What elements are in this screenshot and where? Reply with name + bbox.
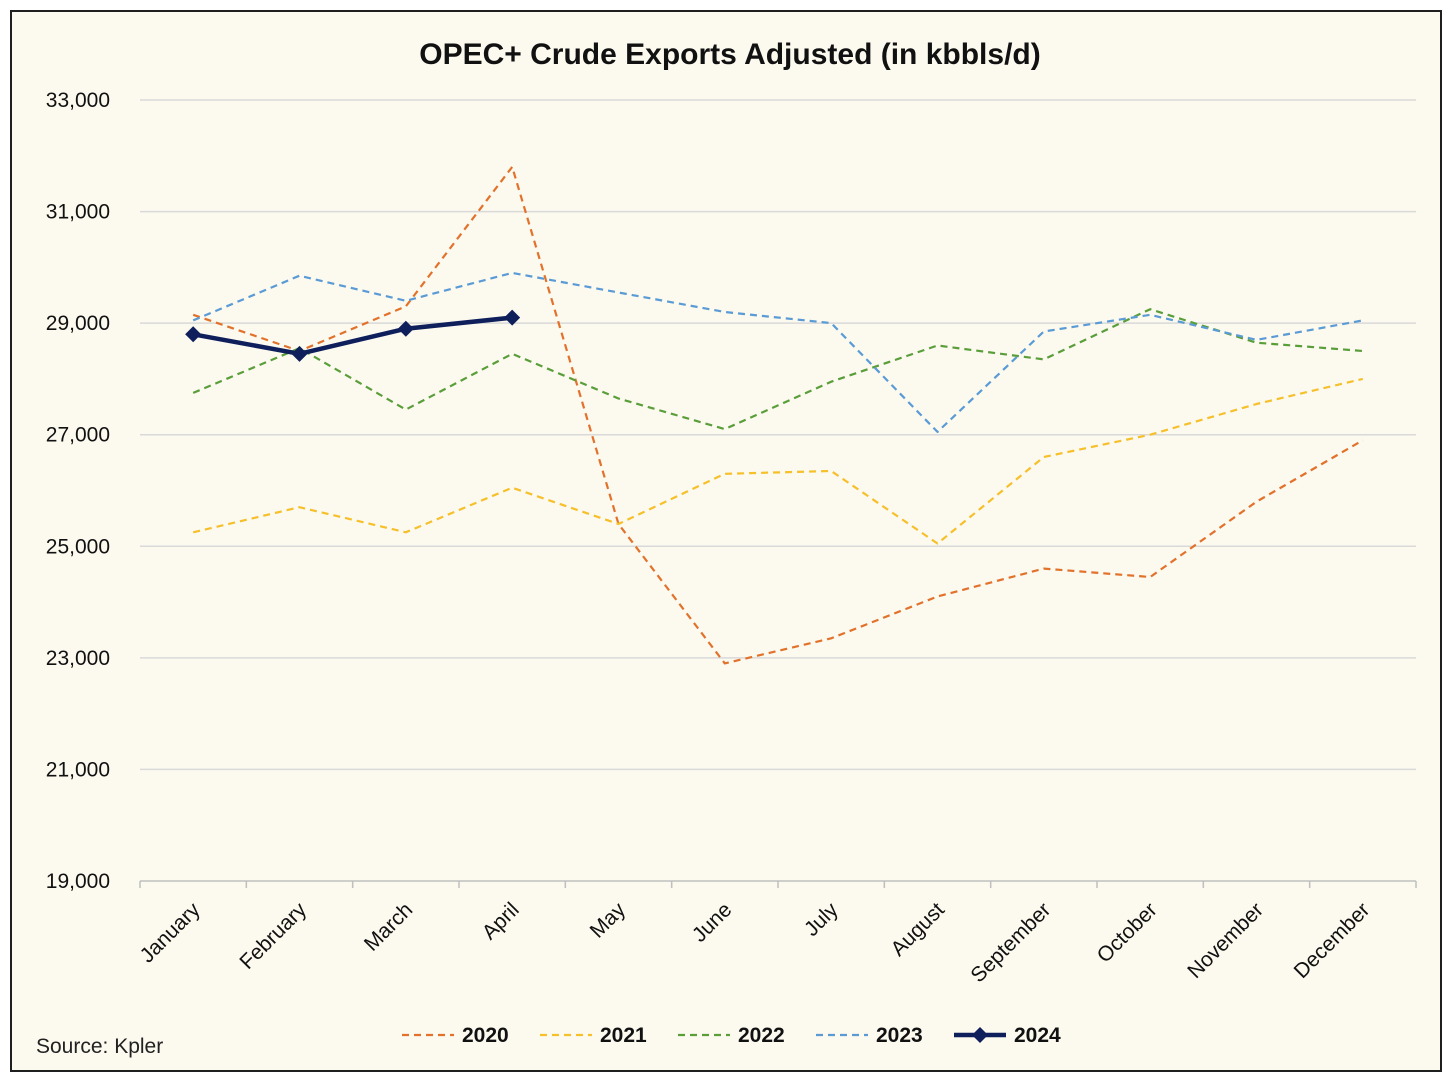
x-tick-label: September — [966, 898, 1055, 987]
chart-title: OPEC+ Crude Exports Adjusted (in kbbls/d… — [419, 38, 1040, 71]
x-tick-label: July — [800, 898, 843, 941]
legend-label-2023: 2023 — [876, 1024, 923, 1047]
y-axis-ticks: 19,000 21,000 23,000 25,000 27,000 29,000 31,0… — [46, 89, 110, 893]
x-axis: January February March April May June July Augu… — [136, 880, 1417, 987]
x-tick-label: February — [235, 898, 311, 974]
series-line-2021 — [192, 377, 1364, 545]
x-tick-label: December — [1290, 898, 1375, 983]
series-line-2022 — [192, 308, 1363, 431]
legend: 2020 2021 2022 2023 2024 — [402, 1024, 1061, 1047]
grid-layer — [140, 99, 1416, 771]
y-tick-label: 31,000 — [46, 201, 110, 224]
x-tick-label: June — [688, 898, 736, 946]
chart-svg: OPEC+ Crude Exports Adjusted (in kbbls/d… — [36, 38, 1417, 1058]
x-tick-label: November — [1183, 898, 1268, 983]
series-line-2024 — [192, 315, 513, 357]
x-tick-label: May — [586, 898, 631, 943]
x-tick-label: March — [360, 898, 418, 956]
chart-frame: OPEC+ Crude Exports Adjusted (in kbbls/d… — [10, 10, 1442, 1072]
point-marker-2024 — [291, 345, 308, 362]
y-tick-label: 27,000 — [46, 424, 110, 447]
legend-label-2020: 2020 — [462, 1024, 509, 1047]
x-tick-label: April — [478, 898, 524, 944]
x-tick-label: January — [136, 898, 205, 967]
legend-marker-2024 — [972, 1027, 988, 1043]
y-tick-label: 23,000 — [46, 647, 110, 670]
y-tick-label: 33,000 — [46, 89, 110, 112]
legend-label-2024: 2024 — [1014, 1024, 1061, 1047]
series-line-2023 — [192, 271, 1363, 433]
point-marker-2024 — [397, 320, 414, 337]
legend-label-2022: 2022 — [738, 1024, 785, 1047]
y-tick-label: 29,000 — [46, 312, 110, 335]
x-tick-label: October — [1093, 898, 1162, 967]
point-marker-2024 — [504, 309, 521, 326]
series-layer — [185, 165, 1364, 665]
y-tick-label: 21,000 — [46, 758, 110, 781]
point-marker-2024 — [185, 326, 202, 343]
source-note: Source: Kpler — [36, 1035, 163, 1058]
y-tick-label: 19,000 — [46, 870, 110, 893]
x-tick-label: August — [887, 898, 950, 961]
series-line-2020 — [192, 165, 1364, 665]
y-tick-label: 25,000 — [46, 535, 110, 558]
legend-label-2021: 2021 — [600, 1024, 647, 1047]
